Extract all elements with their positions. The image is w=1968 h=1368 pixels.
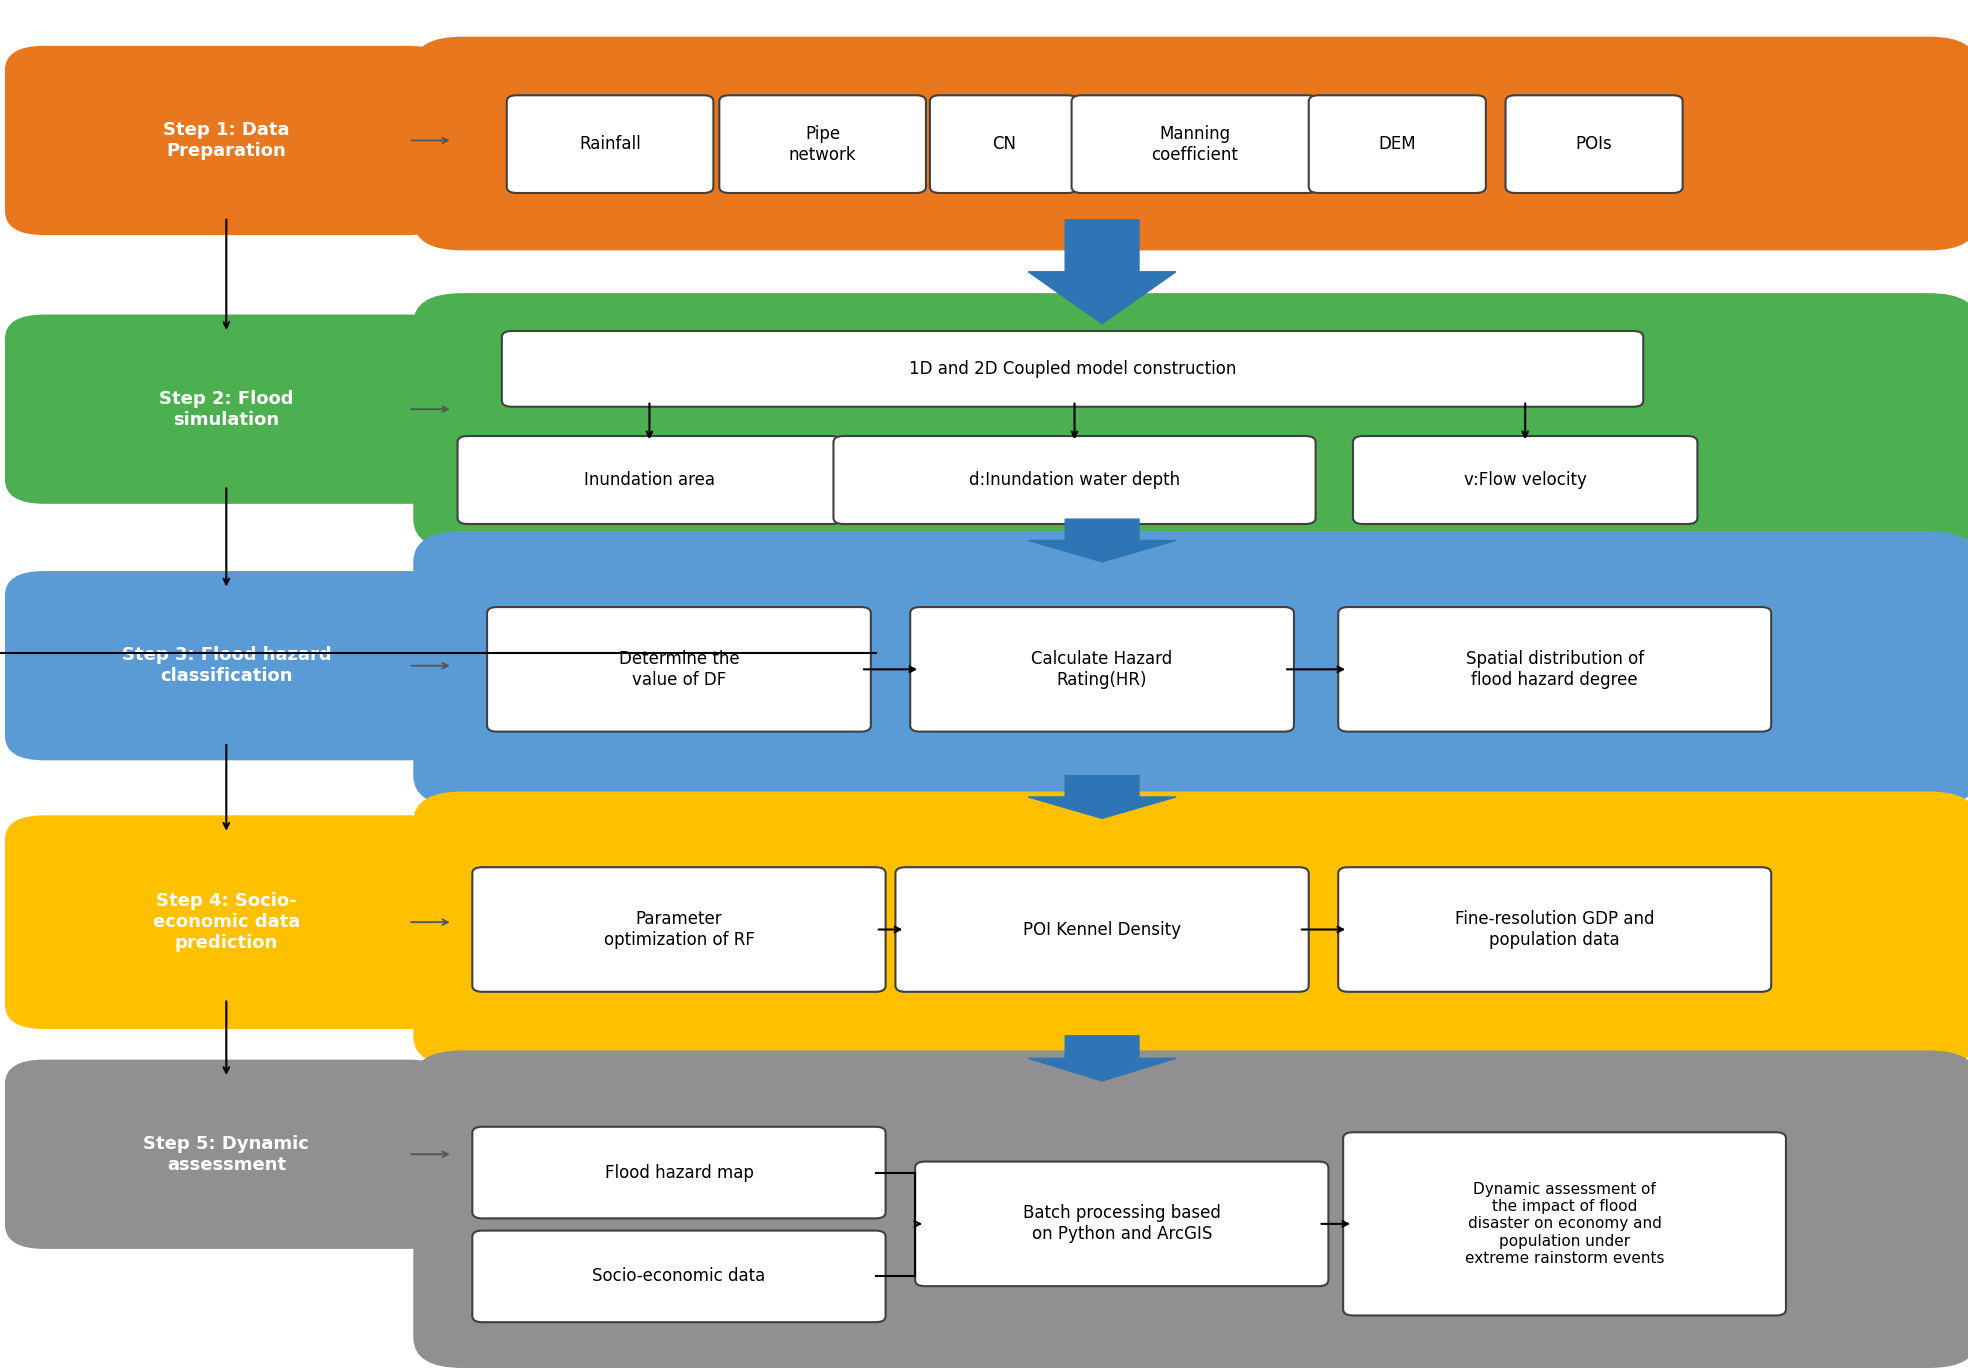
FancyBboxPatch shape <box>895 867 1309 992</box>
FancyBboxPatch shape <box>911 607 1295 732</box>
FancyBboxPatch shape <box>1338 867 1771 992</box>
FancyBboxPatch shape <box>6 1060 449 1249</box>
FancyBboxPatch shape <box>6 45 449 235</box>
Text: Step 2: Flood
simulation: Step 2: Flood simulation <box>159 390 293 428</box>
Text: POIs: POIs <box>1576 135 1612 153</box>
FancyBboxPatch shape <box>6 815 449 1029</box>
Text: Step 4: Socio-
economic data
prediction: Step 4: Socio- economic data prediction <box>154 892 299 952</box>
Text: DEM: DEM <box>1378 135 1417 153</box>
Text: Step 5: Dynamic
assessment: Step 5: Dynamic assessment <box>144 1135 309 1174</box>
FancyBboxPatch shape <box>413 792 1968 1066</box>
Text: Determine the
value of DF: Determine the value of DF <box>618 650 740 688</box>
Text: POI Kennel Density: POI Kennel Density <box>1023 921 1181 938</box>
Text: Dynamic assessment of
the impact of flood
disaster on economy and
population und: Dynamic assessment of the impact of floo… <box>1464 1182 1665 1267</box>
FancyBboxPatch shape <box>413 293 1968 550</box>
FancyBboxPatch shape <box>413 37 1968 250</box>
FancyBboxPatch shape <box>472 1127 886 1219</box>
Polygon shape <box>1029 1036 1177 1081</box>
FancyBboxPatch shape <box>1338 607 1771 732</box>
Text: Step 1: Data
Preparation: Step 1: Data Preparation <box>163 120 289 160</box>
Text: Manning
coefficient: Manning coefficient <box>1151 124 1238 164</box>
FancyBboxPatch shape <box>1073 96 1319 193</box>
FancyBboxPatch shape <box>1506 96 1683 193</box>
FancyBboxPatch shape <box>472 1231 886 1323</box>
FancyBboxPatch shape <box>834 436 1317 524</box>
FancyBboxPatch shape <box>6 315 449 503</box>
Text: Inundation area: Inundation area <box>584 471 714 488</box>
Text: d:Inundation water depth: d:Inundation water depth <box>968 471 1181 488</box>
FancyBboxPatch shape <box>1309 96 1486 193</box>
Text: Calculate Hazard
Rating(HR): Calculate Hazard Rating(HR) <box>1031 650 1173 688</box>
FancyBboxPatch shape <box>457 436 842 524</box>
Text: Parameter
optimization of RF: Parameter optimization of RF <box>604 910 754 949</box>
Polygon shape <box>1029 220 1177 324</box>
FancyBboxPatch shape <box>486 607 870 732</box>
Text: CN: CN <box>992 135 1015 153</box>
Text: 1D and 2D Coupled model construction: 1D and 2D Coupled model construction <box>909 360 1236 378</box>
FancyBboxPatch shape <box>1354 436 1698 524</box>
Polygon shape <box>1029 518 1177 562</box>
FancyBboxPatch shape <box>502 331 1643 406</box>
FancyBboxPatch shape <box>720 96 927 193</box>
FancyBboxPatch shape <box>508 96 714 193</box>
Polygon shape <box>1029 776 1177 818</box>
FancyBboxPatch shape <box>1344 1133 1787 1316</box>
FancyBboxPatch shape <box>931 96 1078 193</box>
Text: v:Flow velocity: v:Flow velocity <box>1464 471 1586 488</box>
Text: Flood hazard map: Flood hazard map <box>604 1164 754 1182</box>
Text: Pipe
network: Pipe network <box>789 124 856 164</box>
FancyBboxPatch shape <box>6 570 449 761</box>
FancyBboxPatch shape <box>472 867 886 992</box>
Text: Rainfall: Rainfall <box>579 135 642 153</box>
Text: Step 3: Flood hazard
classification: Step 3: Flood hazard classification <box>122 646 331 685</box>
Text: Batch processing based
on Python and ArcGIS: Batch processing based on Python and Arc… <box>1023 1204 1220 1244</box>
FancyBboxPatch shape <box>915 1161 1328 1286</box>
FancyBboxPatch shape <box>413 1051 1968 1368</box>
Text: Fine-resolution GDP and
population data: Fine-resolution GDP and population data <box>1454 910 1655 949</box>
FancyBboxPatch shape <box>413 531 1968 806</box>
Text: Spatial distribution of
flood hazard degree: Spatial distribution of flood hazard deg… <box>1466 650 1643 688</box>
Text: Socio-economic data: Socio-economic data <box>592 1267 766 1286</box>
